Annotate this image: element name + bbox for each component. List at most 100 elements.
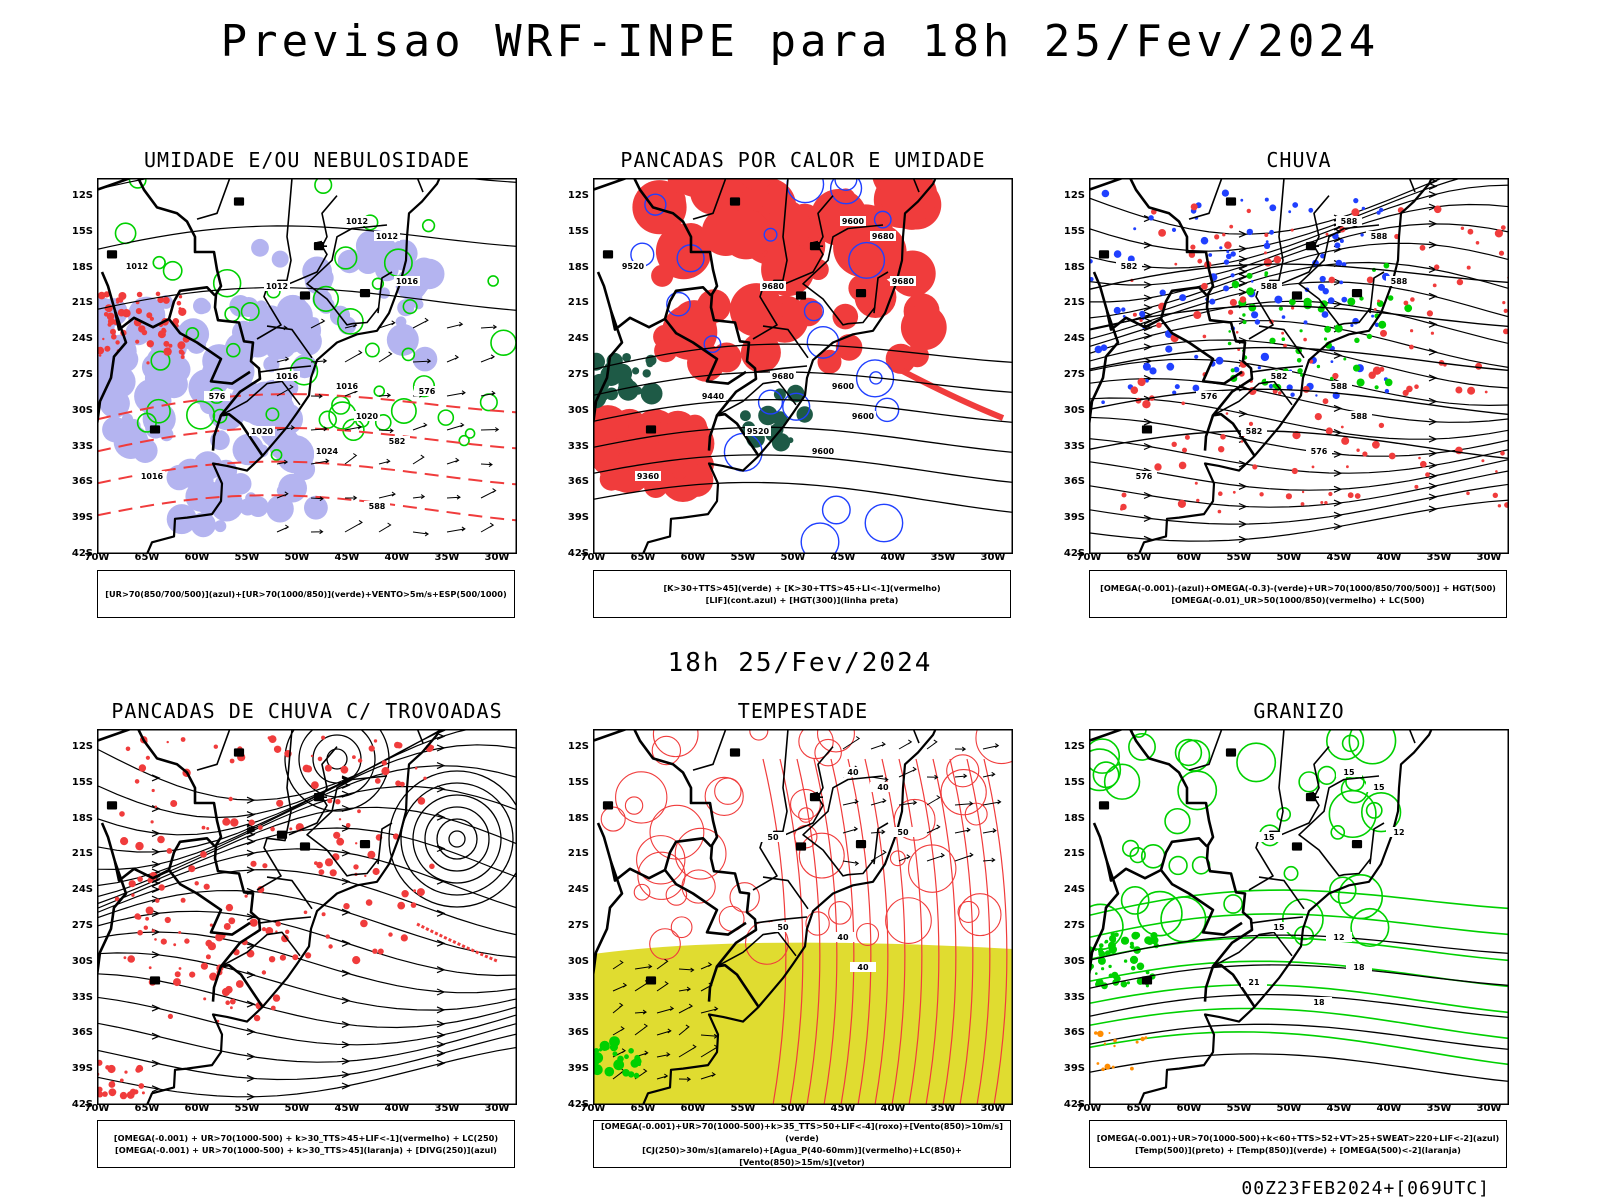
field-cell (1177, 499, 1186, 508)
legend-box: [OMEGA(-0.001) + UR>70(1000-500) + k>30_… (97, 1120, 515, 1168)
border-line (196, 178, 231, 220)
field-cell (190, 512, 216, 538)
field-cell (1334, 324, 1343, 333)
field-cell (1250, 280, 1254, 283)
flow-arrow (1428, 418, 1438, 426)
field-cell (615, 771, 668, 824)
wind-vector (700, 1006, 719, 1014)
field-cell (338, 818, 342, 821)
field-cell (281, 934, 289, 943)
field-cell (1097, 956, 1106, 965)
wind-vector (446, 390, 466, 397)
field-cell (490, 329, 517, 357)
field-cell (1341, 296, 1348, 303)
contour-label: 21 (1248, 978, 1260, 987)
latitude-tick-label: 42S (71, 548, 93, 559)
flow-arrow (436, 744, 446, 752)
field-cell (1246, 228, 1253, 236)
border-line (707, 965, 719, 1002)
wind-vector (926, 824, 941, 834)
border-line (220, 380, 301, 417)
longitude-tick-label: 60W (184, 1103, 210, 1114)
field-cell (1240, 198, 1244, 202)
instability-band (891, 363, 1005, 421)
field-cell (1215, 356, 1224, 365)
flow-arrow (436, 785, 446, 793)
field-cell (357, 758, 363, 763)
latitude-tick-label: 21S (71, 848, 93, 860)
flow-arrow (246, 825, 256, 833)
border-line (167, 837, 216, 871)
wind-vector (954, 827, 971, 834)
lake-marker (1225, 197, 1237, 206)
field-cell (670, 916, 693, 939)
field-cell (180, 737, 186, 742)
field-cell (141, 329, 148, 336)
field-cell (1230, 273, 1235, 278)
border-line (755, 916, 808, 924)
wind-vector (656, 981, 669, 992)
flow-arrow (1428, 449, 1438, 457)
field-cell (1359, 296, 1364, 301)
field-cell (328, 401, 357, 430)
field-cell (612, 1051, 618, 1057)
field-cell (1350, 323, 1354, 327)
contour-line (1089, 346, 1509, 372)
contour-label: 15 (1263, 833, 1275, 842)
jet-stream-area (593, 942, 1013, 1105)
flow-arrow (341, 824, 351, 832)
field-cell (874, 397, 900, 423)
field-cell (1223, 894, 1244, 914)
field-cell (151, 929, 155, 933)
streamline (796, 758, 821, 1105)
latitude-tick-label: 33S (1063, 440, 1085, 452)
field-cell (1194, 481, 1198, 485)
field-cell (1371, 314, 1375, 318)
field-cell (103, 291, 110, 298)
field-cell (127, 955, 135, 963)
field-cell (1317, 765, 1337, 785)
field-cell (1308, 299, 1312, 304)
flow-arrow (436, 939, 446, 947)
field-cell (134, 779, 140, 784)
field-cell (1246, 287, 1255, 296)
wind-vector (480, 462, 493, 468)
lake-marker (645, 976, 657, 985)
field-cell (353, 864, 359, 870)
field-cell (1481, 459, 1485, 463)
field-cell (1286, 384, 1293, 391)
lake-marker (313, 793, 325, 802)
contour-labels: 1012 1012 1012 1016 1016 1016 1020 1020 1024 1012… (124, 216, 440, 511)
longitude-tick-label: 60W (1176, 1103, 1202, 1114)
flow-arrow (1143, 491, 1153, 500)
field-cell (1113, 250, 1122, 258)
longitude-tick-label: 40W (384, 552, 410, 563)
field-cell (814, 738, 842, 767)
latitude-tick-label: 12S (1063, 741, 1085, 752)
field-cell (1460, 226, 1465, 230)
field-cell (1328, 789, 1377, 839)
flow-arrow (341, 1071, 351, 1079)
field-cell (163, 340, 170, 347)
longitude-tick-label: 50W (1276, 1103, 1302, 1114)
field-cell (1248, 303, 1257, 312)
field-cell (1231, 280, 1240, 289)
field-cell (152, 255, 166, 270)
field-cell (97, 346, 105, 355)
field-cell (1168, 855, 1188, 876)
field-cell (1096, 1062, 1100, 1065)
wind-vector (412, 358, 432, 364)
legend-box: [UR>70(850/700/500)](azul)+[UR>70(1000/8… (97, 570, 515, 618)
flow-arrow (436, 1020, 446, 1028)
wind-vector (678, 986, 692, 992)
field-cell (749, 729, 769, 741)
latitude-tick-label: 24S (567, 884, 589, 896)
field-cell (958, 893, 1002, 937)
field-cell (150, 820, 154, 824)
field-cell (1320, 501, 1324, 504)
field-cell (394, 741, 401, 749)
wind-vector (276, 356, 290, 363)
field-cell (633, 1072, 640, 1079)
legend-line: [UR>70(850/700/500)](azul)+[UR>70(1000/8… (105, 589, 507, 599)
field-cell (1380, 329, 1387, 337)
